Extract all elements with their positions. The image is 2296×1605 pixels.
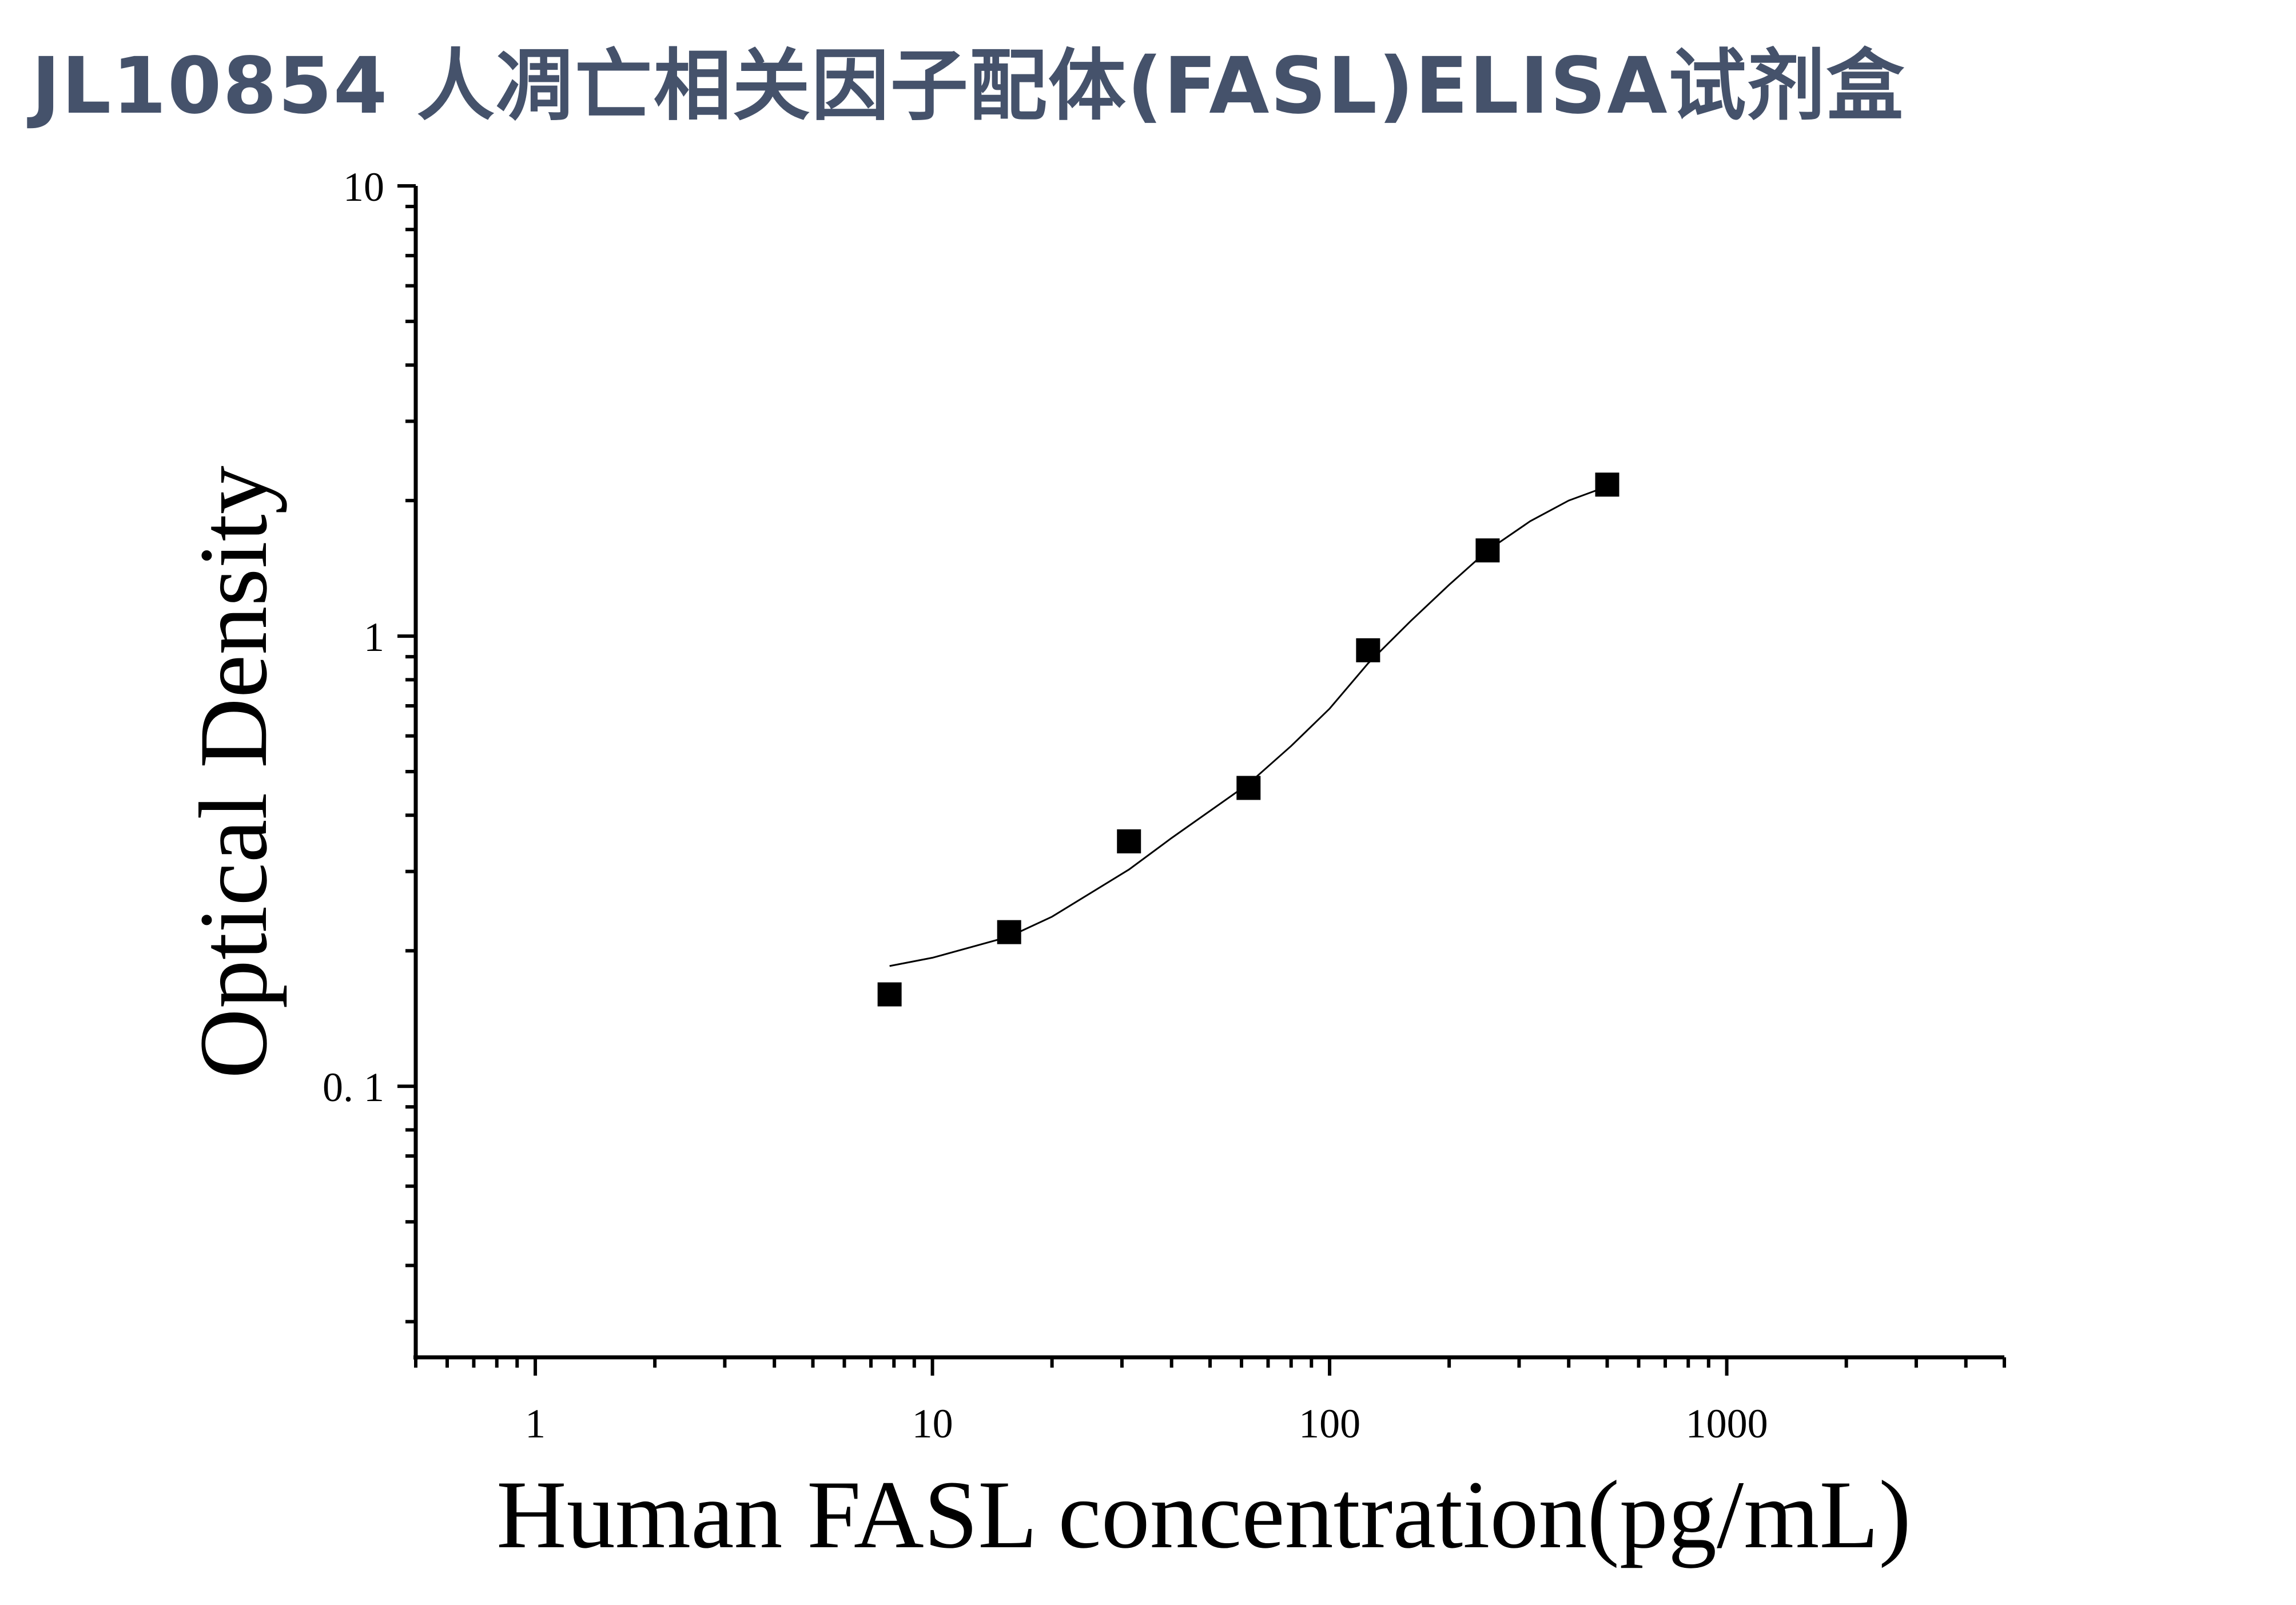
x-tick-label: 1000 bbox=[1686, 1401, 1768, 1447]
data-point bbox=[1595, 472, 1619, 497]
x-tick-label: 1 bbox=[525, 1401, 546, 1447]
y-tick-label: 0. 1 bbox=[323, 1064, 384, 1110]
data-point bbox=[877, 982, 902, 1007]
data-point bbox=[1117, 829, 1141, 853]
data-point bbox=[1356, 638, 1380, 662]
x-tick-label: 10 bbox=[912, 1401, 953, 1447]
x-axis-ticks: 1 10 100 1000 bbox=[414, 1357, 2006, 1447]
y-tick-label: 1 bbox=[364, 614, 384, 660]
data-point bbox=[1475, 538, 1500, 563]
chart-axes bbox=[413, 186, 2004, 1360]
data-point bbox=[1236, 776, 1261, 800]
data-point bbox=[997, 920, 1021, 944]
x-tick-label: 100 bbox=[1299, 1401, 1360, 1447]
y-axis-title: Optical Density bbox=[180, 466, 287, 1079]
fit-curve-group bbox=[889, 485, 1608, 967]
y-tick-label: 10 bbox=[343, 164, 384, 210]
x-axis-title: Human FASL concentration(pg/mL) bbox=[496, 1461, 1911, 1568]
page-title: JL10854 人凋亡相关因子配体(FASL)ELISA试剂盒 bbox=[31, 41, 1905, 132]
y-axis-ticks: 0. 1 1 10 bbox=[323, 164, 416, 1324]
data-points bbox=[877, 472, 1619, 1007]
fit-curve bbox=[889, 485, 1608, 967]
